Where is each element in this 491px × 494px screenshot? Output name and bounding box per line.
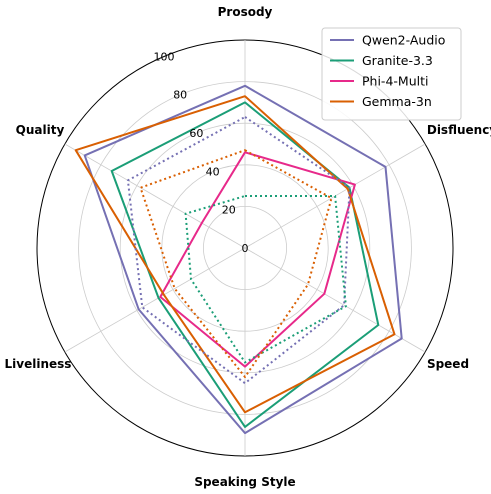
legend-label-gemma-3n: Gemma-3n (362, 94, 432, 109)
series-group (74, 84, 403, 435)
legend-label-phi-4-multi: Phi-4-Multi (362, 74, 428, 89)
series-line-dotted-5 (184, 195, 347, 364)
legend-label-granite-3-3: Granite-3.3 (362, 53, 433, 68)
radial-tick-label: 20 (222, 204, 236, 217)
axis-label-disfluency: Disfluency (427, 123, 491, 137)
series-line-gemma-3n (74, 95, 396, 414)
axis-label-speaking-style: Speaking Style (194, 475, 295, 489)
radial-tick-label: 80 (173, 89, 187, 102)
series-line-qwen2-audio (83, 84, 403, 435)
spoke-line (64, 247, 246, 353)
grid (36, 39, 454, 457)
axis-label-speed: Speed (427, 357, 469, 371)
radial-tick-label: 40 (206, 165, 220, 178)
axis-label-quality: Quality (16, 123, 65, 137)
series-line-dotted-6 (139, 149, 333, 378)
radial-tick-label: 60 (189, 127, 203, 140)
axis-label-liveliness: Liveliness (5, 357, 72, 371)
radial-tick-label: 0 (242, 242, 249, 255)
radial-tick-label: 100 (154, 50, 175, 63)
radial-tick-labels: 0 20 40 60 80 100 (154, 50, 249, 255)
series-line-dotted-4 (126, 116, 351, 385)
legend-label-qwen2-audio: Qwen2-Audio (362, 33, 445, 48)
axis-label-prosody: Prosody (218, 5, 273, 19)
spoke-line (64, 143, 246, 249)
legend-box (321, 27, 462, 121)
legend: Qwen2-Audio Granite-3.3 Phi-4-Multi Gemma-3… (321, 27, 462, 121)
series-line-phi-4-multi (159, 151, 356, 368)
axis-labels: Prosody Disfluency Speed Speaking Style Live… (5, 5, 491, 489)
